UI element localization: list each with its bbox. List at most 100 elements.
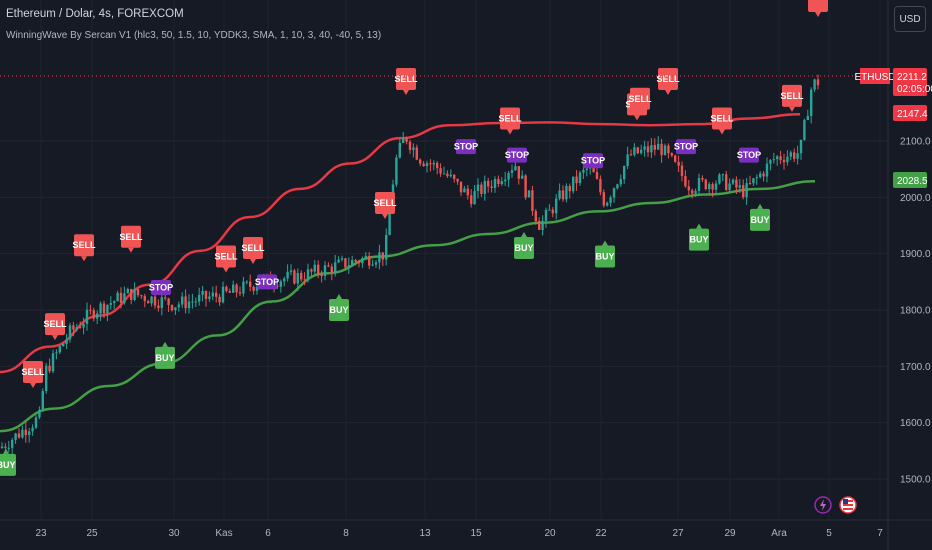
candle-body [643,146,646,150]
candle-body [623,166,626,180]
signal-buy[interactable]: BUY [750,203,770,231]
y-tick-label: 2000.0 [900,193,931,204]
signal-pointer [789,106,795,112]
signal-sell[interactable]: SELL [628,87,652,115]
candle-body [116,292,119,302]
us-flag-icon[interactable] [839,496,857,514]
candle-body [99,303,102,314]
x-tick-label: 22 [595,528,607,539]
signal-sell[interactable]: SELL [394,68,418,96]
y-tick-label: 1600.0 [900,418,931,429]
candle-body [402,137,405,143]
candle-body [89,309,92,311]
candle-body [527,190,531,198]
candle-body [663,145,667,156]
candle-body [160,297,163,308]
candle-body [11,439,14,448]
signal-stop[interactable]: STOP [674,139,698,155]
signal-buy[interactable]: BUY [329,294,349,321]
indicator-legend[interactable]: WinningWave By Sercan V1 (hlc3, 50, 1.5,… [6,30,382,41]
candle-body [677,161,680,166]
candle-body [395,157,398,185]
candle-body [793,152,796,159]
signal-stop[interactable]: STOP [581,153,605,169]
signal-stop[interactable]: STOP [454,139,478,155]
candle-body [357,261,361,264]
candle-body [164,297,167,299]
signal-buy[interactable]: BUY [595,240,615,268]
signal-sell[interactable] [808,0,828,17]
x-tick-label: 25 [86,528,98,539]
signal-stop[interactable]: STOP [505,147,529,163]
signal-label: STOP [737,150,761,160]
candle-body [572,176,575,192]
signal-sell[interactable]: SELL [119,225,143,253]
x-tick-label: 6 [265,528,271,539]
candle-body [31,427,34,432]
signal-box [712,107,732,130]
candle-body [725,174,728,191]
signal-box [121,225,141,248]
signal-pointer [382,213,388,219]
candle-body [691,190,694,194]
signal-sell[interactable]: SELL [498,107,522,135]
signal-stop[interactable]: STOP [149,279,173,295]
candle-body [293,270,296,284]
candle-body [776,156,779,160]
y-tick-label: 1800.0 [900,306,931,317]
candle-body [810,89,813,116]
signal-sell[interactable]: SELL [241,237,265,265]
candle-body [174,307,177,311]
candle-body [789,152,792,157]
signal-box [676,139,696,155]
signal-sell[interactable]: SELL [72,234,96,262]
candle-body [85,309,89,324]
candle-body [412,147,415,150]
candle-body [504,179,507,182]
signal-box [45,313,65,336]
signal-stop[interactable]: STOP [255,274,279,290]
candle-body [415,147,418,160]
candle-body [711,184,714,190]
candle-body [55,352,58,354]
signal-sell[interactable]: SELL [656,68,680,96]
signal-sell[interactable]: SELL [373,191,397,219]
signal-sell[interactable]: SELL [43,313,67,341]
candle-body [41,391,44,410]
signal-sell[interactable]: SELL [710,107,734,135]
signal-stop[interactable]: STOP [737,147,761,163]
signal-label: BUY [155,353,174,363]
signal-buy[interactable]: BUY [689,223,709,251]
signal-buy[interactable]: BUY [155,341,175,369]
candle-body [786,156,789,163]
last-price-tag [893,68,927,96]
signal-pointer [336,294,342,299]
candle-body [62,344,65,347]
currency-button[interactable]: USD [894,6,926,32]
signal-pointer [162,341,168,347]
signal-buy[interactable]: BUY [0,448,16,476]
signal-buy[interactable]: BUY [514,232,534,260]
candle-body [463,188,466,193]
x-tick-label: Ara [771,528,787,539]
candle-body [398,142,401,158]
y-tick-label: 1900.0 [900,249,931,260]
signal-box [689,228,709,251]
candle-body [0,446,4,449]
symbol-title[interactable]: Ethereum / Dolar, 4s, FOREXCOM [6,8,184,20]
candle-body [79,327,82,329]
candle-body [568,186,571,192]
signal-label: STOP [581,156,605,166]
candle-body [252,286,255,291]
signal-box [23,360,43,383]
signal-sell[interactable]: SELL [214,245,238,273]
candle-body [191,301,194,303]
signal-sell[interactable]: SELL [780,84,804,112]
signal-sell[interactable]: SELL [21,360,45,388]
signal-box [782,84,802,107]
candle-body [385,235,388,260]
lightning-icon[interactable] [814,496,832,514]
candle-body [204,290,208,299]
candle-body [113,301,116,304]
